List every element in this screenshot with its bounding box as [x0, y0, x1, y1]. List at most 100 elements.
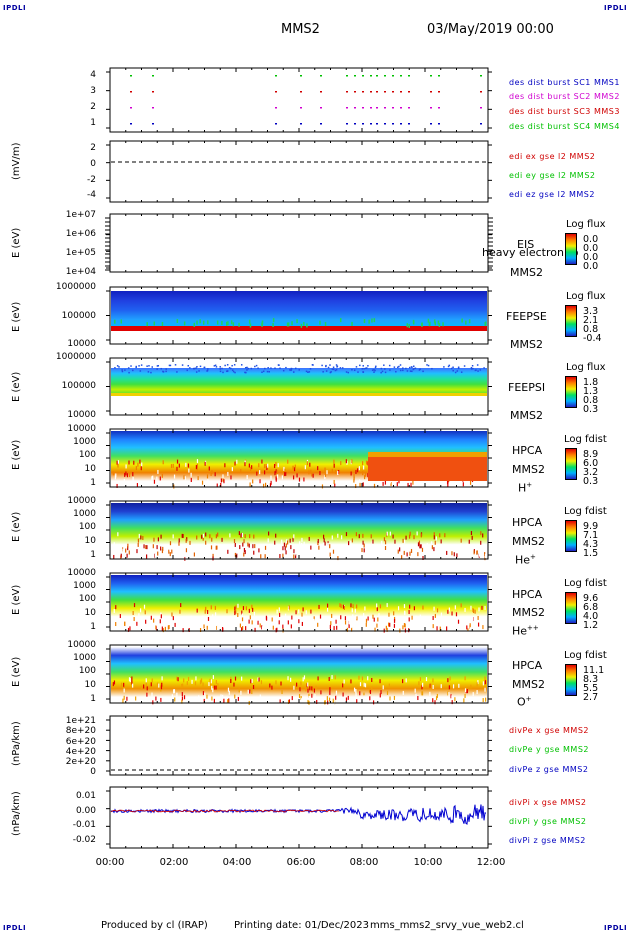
feepsi-heatmap-spot	[240, 364, 243, 366]
hpca-heatmap-spot	[447, 678, 449, 683]
hpca-h-sc-label: MMS2	[512, 463, 545, 476]
hpca-heatmap-spot	[272, 549, 274, 554]
feepse-heatmap-spot	[207, 320, 209, 325]
hpca-heatmap-spot	[248, 608, 250, 613]
hpca-heatmap-spot	[447, 479, 449, 484]
hpca-heatmap-spot	[408, 610, 410, 615]
spacecraft-title: MMS2	[281, 22, 320, 37]
hpca-heatmap-spot	[382, 481, 384, 486]
hpca-heatmap-spot	[317, 541, 319, 546]
hpca-heatmap-spot	[434, 613, 436, 618]
divpi-ytick: -0.02	[72, 835, 96, 845]
hpca-heatmap-spot	[251, 604, 253, 609]
hpca-heatmap-spot	[160, 546, 162, 551]
hpca-heatmap-spot	[324, 472, 327, 477]
feepse-heatmap-spot	[465, 320, 467, 325]
hpca-heatmap-spot	[427, 626, 429, 631]
hpca-heatmap-spot	[451, 700, 453, 705]
feepsi-heatmap-spot	[305, 370, 308, 373]
hpca-heatmap-spot	[122, 548, 124, 553]
hpca-heatmap-spot	[409, 604, 411, 609]
hpca-heatmap-spot	[343, 679, 345, 684]
hpca-heatmap-spot	[364, 606, 366, 611]
hpca-heatmap-spot	[239, 545, 241, 550]
hpca-heatmap	[111, 575, 487, 625]
hpca-heatmap-spot	[337, 533, 339, 538]
feepsi-heatmap-spot	[118, 366, 120, 368]
hpca-heatmap-spot	[394, 626, 396, 631]
burst-dot	[354, 75, 356, 77]
hpca-heatmap-spot	[252, 607, 254, 612]
burst-dot	[480, 107, 482, 109]
hpca-heatmap-spot	[144, 617, 146, 622]
hpca-heatmap-spot	[334, 469, 337, 474]
hpca-heatmap-spot	[482, 698, 484, 703]
hpca-heatmap-spot	[322, 542, 325, 547]
hpca-heatmap-spot	[350, 603, 352, 608]
hpca-heatmap-spot	[157, 469, 159, 474]
feepsi-heatmap-spot	[226, 370, 229, 372]
feepsi-heatmap-spot	[176, 371, 178, 373]
hpca-heatmap-spot	[145, 545, 147, 550]
hpca-heatmap-spot	[151, 678, 153, 683]
hpca-heatmap-spot	[240, 690, 242, 695]
hpca-heatmap-spot	[212, 675, 214, 680]
hpca-heatmap-spot	[131, 676, 133, 681]
hpca-heatmap-spot	[275, 628, 277, 633]
feepsi-heatmap-spot	[411, 370, 413, 373]
feepsi-heatmap-spot	[165, 368, 167, 370]
burst-dot	[354, 91, 356, 93]
feepse-heatmap-spot	[371, 318, 373, 323]
hpca-heatmap-spot	[216, 625, 218, 630]
hpca-heatmap-spot	[145, 554, 148, 559]
feepsi-heatmap-spot	[160, 367, 163, 370]
hpca-heatmap-spot	[355, 469, 357, 474]
hpca-heatmap-spot	[150, 619, 152, 624]
hpca-heatmap-spot	[300, 542, 303, 547]
hpca-heatmap-spot	[407, 482, 409, 487]
feepsi-heatmap-spot	[289, 369, 291, 371]
hpca-heatmap-spot	[363, 682, 365, 687]
hpca-heatmap-spot	[350, 471, 352, 476]
burst-dot	[376, 123, 378, 125]
feepsi-heatmap-spot	[193, 367, 196, 370]
hpca-heatmap-spot	[281, 475, 283, 480]
hpca-heatmap-spot	[138, 533, 140, 538]
hpca-he-sc-label: MMS2	[512, 535, 545, 548]
corner-label-bl: IPDLI	[3, 924, 27, 932]
hpca-heatmap-spot	[414, 688, 416, 693]
hpca-heatmap-spot	[435, 536, 437, 541]
hpca-heatmap-spot	[155, 696, 157, 701]
hpca-heatmap-spot	[326, 607, 329, 612]
hpca-heatmap-spot	[284, 546, 286, 551]
hpca-heatmap-spot	[463, 698, 465, 703]
hpca-heatmap-spot	[252, 544, 254, 549]
hpca-heatmap-spot	[178, 463, 180, 468]
hpca-heatmap-spot	[133, 603, 136, 608]
hpca-heatmap-spot	[307, 688, 309, 693]
hpca-heatmap-spot	[308, 696, 310, 701]
hpca-heatmap-spot	[307, 699, 309, 704]
hpca-he-cb-val: 4.3	[583, 539, 599, 550]
hpca-heatmap-spot	[350, 624, 352, 629]
burst-dot	[300, 91, 302, 93]
hpca-heatmap-spot	[329, 687, 331, 692]
feepsi-heatmap-spot	[325, 370, 328, 372]
hpca-heatmap-spot	[231, 467, 233, 472]
hpca-heatmap-spot	[394, 539, 396, 544]
hpca-heatmap-spot	[201, 534, 203, 539]
hpca-heatmap-spot	[453, 552, 455, 557]
hpca-heatmap-spot	[127, 546, 129, 551]
hpca-heatmap-spot	[476, 682, 478, 687]
hpca-heatmap-spot	[402, 679, 404, 684]
hpca-heatmap-spot	[301, 480, 304, 485]
hpca-heatmap-spot	[285, 543, 287, 548]
hpca-heatmap-spot	[229, 533, 231, 538]
feepsi-heatmap-spot	[246, 366, 248, 369]
hpca-heatmap-spot	[409, 551, 411, 556]
hpca-heatmap-spot	[259, 470, 261, 475]
feepsi-heatmap-spot	[169, 364, 172, 367]
hpca-heatmap-spot	[179, 609, 181, 614]
feepsi-heatmap-spot	[215, 366, 218, 368]
hpca-he-ytick: 100	[78, 522, 96, 532]
